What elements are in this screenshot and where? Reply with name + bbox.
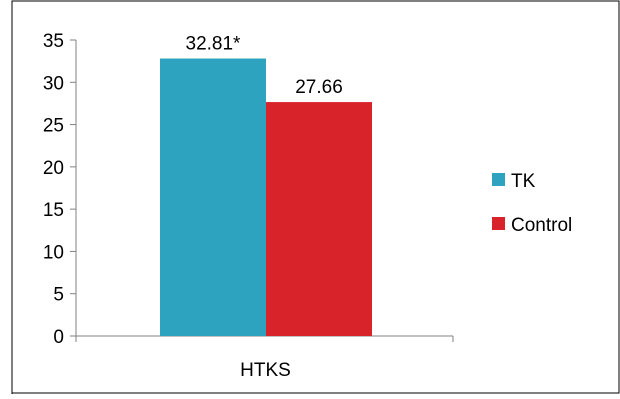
y-tick-label: 10 bbox=[43, 242, 64, 263]
y-tick-label: 25 bbox=[43, 116, 64, 137]
data-label-tk: 32.81* bbox=[186, 34, 242, 55]
y-tick-label: 0 bbox=[53, 327, 64, 348]
legend-swatch-control bbox=[492, 217, 505, 230]
data-label-control: 27.66 bbox=[295, 77, 343, 98]
x-category-label: HTKS bbox=[240, 360, 291, 381]
legend: TK Control bbox=[492, 171, 572, 236]
legend-label-tk: TK bbox=[511, 171, 536, 192]
y-tick-label: 35 bbox=[43, 31, 64, 52]
bar-tk bbox=[160, 58, 266, 336]
plot-area: 0 5 10 15 20 25 30 35 32.81* 27.66 HTKS bbox=[43, 31, 454, 381]
y-tick-label: 15 bbox=[43, 200, 64, 221]
y-tick-label: 5 bbox=[53, 285, 64, 306]
chart-border bbox=[11, 0, 620, 394]
y-tick-label: 20 bbox=[43, 158, 64, 179]
legend-label-control: Control bbox=[511, 215, 572, 236]
legend-swatch-tk bbox=[492, 173, 505, 186]
y-tick-label: 30 bbox=[43, 73, 64, 94]
bar-control bbox=[266, 102, 372, 336]
